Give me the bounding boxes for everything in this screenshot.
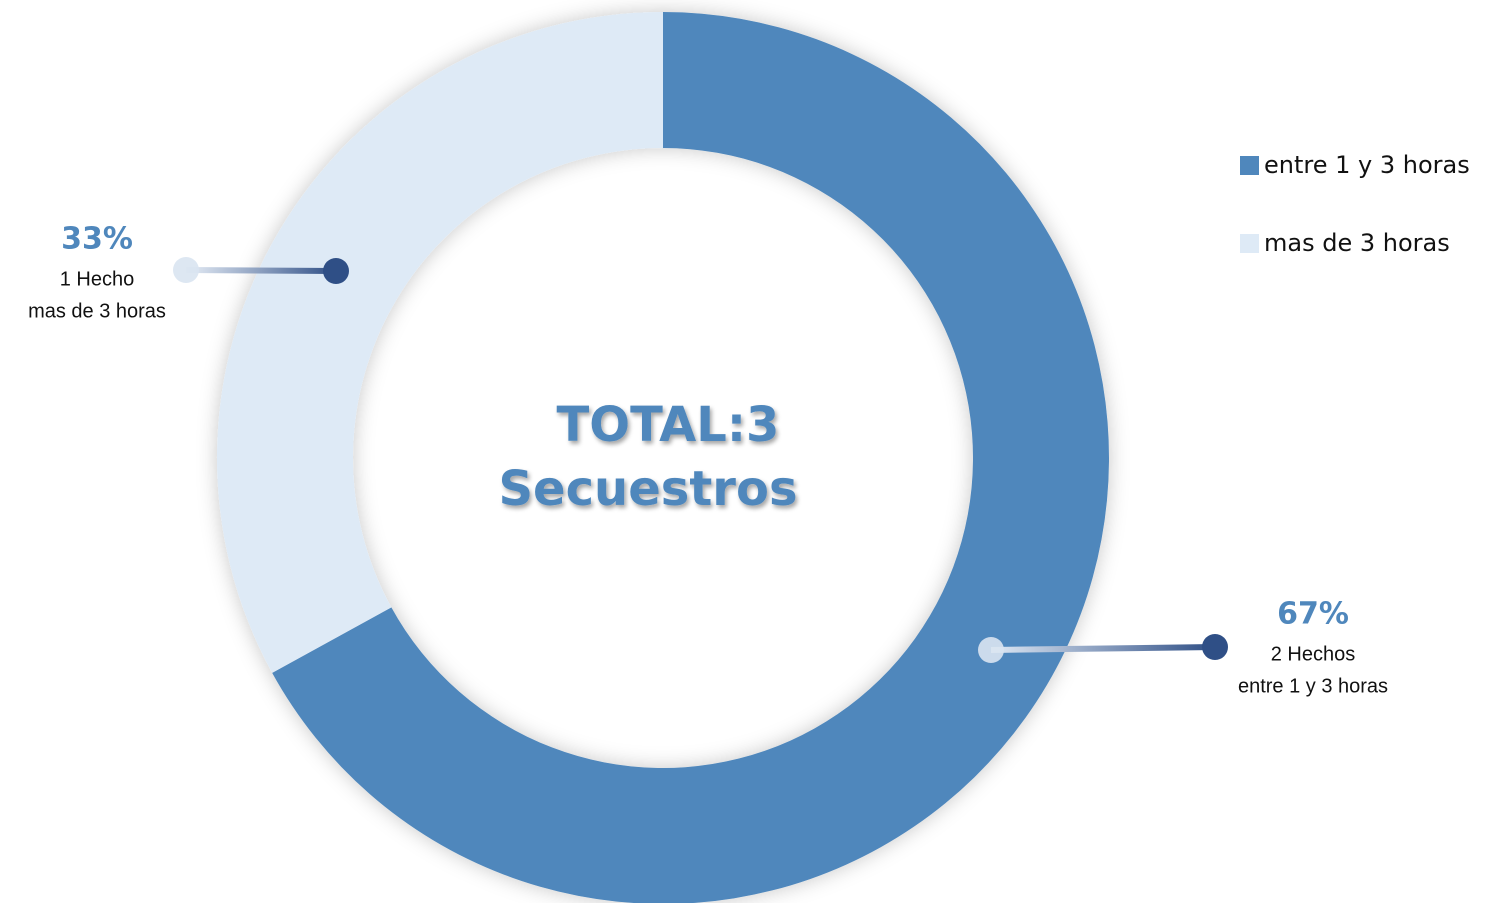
value-label: 67%: [1277, 597, 1349, 632]
legend-swatch: [1240, 234, 1259, 253]
center-text: Secuestros: [498, 461, 797, 517]
value-label: 33%: [61, 222, 133, 257]
donut: [216, 12, 1109, 903]
connector-end: [1202, 634, 1228, 660]
legend-label: mas de 3 horas: [1264, 229, 1450, 257]
legend-label: entre 1 y 3 horas: [1264, 151, 1470, 179]
connector-start: [173, 257, 199, 283]
slice: [272, 12, 1109, 903]
connector-end: [323, 258, 349, 284]
slice-note: 2 Hechos: [1271, 643, 1356, 665]
slice-category: mas de 3 horas: [28, 300, 166, 322]
slice: [216, 12, 664, 673]
connector: [185, 267, 337, 274]
slice-note: 1 Hecho: [60, 268, 135, 290]
connector-start: [978, 637, 1004, 663]
connector: [990, 644, 1216, 653]
legend-swatch: [1240, 156, 1259, 175]
overlay: 67% 2 Hechos entre 1 y 3 horas 33% 1 Hecho ma…: [28, 151, 1470, 697]
center-text: TOTAL:3: [557, 397, 780, 453]
slice-category: entre 1 y 3 horas: [1238, 675, 1388, 697]
